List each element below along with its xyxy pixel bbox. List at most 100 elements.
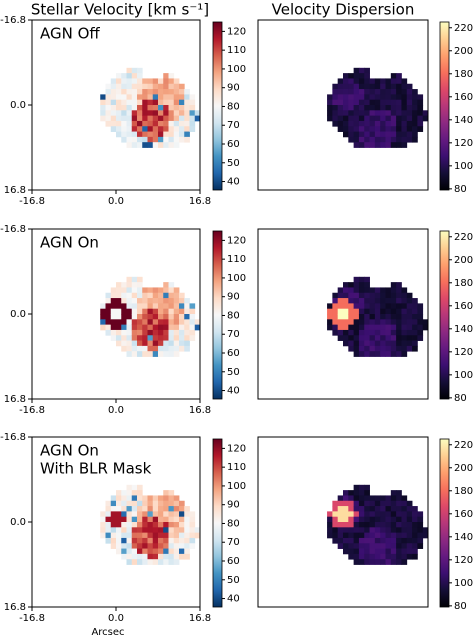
map-pixel <box>332 319 339 326</box>
map-pixel <box>406 500 413 507</box>
map-pixel <box>152 548 159 555</box>
map-pixel <box>184 511 190 518</box>
map-pixel <box>358 282 365 288</box>
map-pixel <box>401 559 408 565</box>
map-pixel <box>116 495 122 502</box>
map-pixel <box>126 298 133 304</box>
map-pixel <box>147 345 154 352</box>
map-pixel <box>369 495 376 502</box>
map-pixel <box>189 516 196 523</box>
map-pixel <box>158 99 164 106</box>
map-pixel <box>142 548 148 555</box>
map-pixel <box>385 335 392 341</box>
map-pixel <box>422 527 429 534</box>
annotation: AGN Off <box>40 25 100 43</box>
map-pixel <box>116 329 122 336</box>
colorbar-tick-label: 100 <box>227 273 246 284</box>
map-pixel <box>358 314 365 320</box>
map-pixel <box>179 303 185 310</box>
map-pixel <box>401 324 408 331</box>
map-pixel <box>163 548 169 555</box>
map-pixel <box>396 142 402 148</box>
map-pixel <box>189 303 196 310</box>
map-pixel <box>337 500 344 507</box>
map-pixel <box>380 340 386 347</box>
y-tick-label: 0.0 <box>10 100 26 111</box>
map-pixel <box>358 120 365 127</box>
map-pixel <box>353 282 360 288</box>
map-pixel <box>422 110 429 117</box>
map-pixel <box>126 537 133 544</box>
map-pixel <box>142 287 148 294</box>
map-pixel <box>173 99 180 106</box>
map-pixel <box>147 303 154 310</box>
map-pixel <box>412 314 418 320</box>
map-pixel <box>116 511 122 518</box>
map-pixel <box>406 511 413 518</box>
map-pixel <box>348 89 355 95</box>
map-pixel <box>158 335 164 341</box>
map-pixel <box>121 126 127 132</box>
map-pixel <box>417 537 424 544</box>
map-pixel <box>369 324 376 331</box>
map-pixel <box>337 516 344 523</box>
map-pixel <box>390 329 397 336</box>
map-pixel <box>390 543 397 549</box>
panel-title: Velocity Dispersion <box>272 1 415 19</box>
map-pixel <box>147 319 154 326</box>
map-pixel <box>152 335 159 341</box>
map-pixel <box>385 553 392 560</box>
map-pixel <box>417 335 424 341</box>
map-pixel <box>131 500 138 507</box>
map-pixel <box>396 131 402 138</box>
map-pixel <box>131 99 138 106</box>
map-pixel <box>401 506 408 512</box>
map-pixel <box>142 511 148 518</box>
map-pixel <box>332 506 339 512</box>
map-pixel <box>358 329 365 336</box>
map-pixel <box>374 298 381 304</box>
map-pixel <box>348 99 355 106</box>
map-pixel <box>353 490 360 496</box>
map-pixel <box>158 495 164 502</box>
colorbar-tick-label: 200 <box>454 255 473 266</box>
map-pixel <box>364 511 370 518</box>
map-pixel <box>142 89 148 95</box>
map-pixel <box>401 83 408 90</box>
colorbar-tick-label: 100 <box>227 481 246 492</box>
map-pixel <box>406 522 413 528</box>
map-pixel <box>353 559 360 565</box>
map-pixel <box>369 532 376 539</box>
map-pixel <box>374 548 381 555</box>
map-pixel <box>168 335 175 341</box>
map-pixel <box>332 511 339 518</box>
map-pixel <box>390 516 397 523</box>
map-pixel <box>131 292 138 299</box>
map-pixel <box>396 73 402 79</box>
map-pixel <box>189 120 196 127</box>
map-pixel <box>147 136 154 143</box>
map-pixel <box>348 516 355 523</box>
map-pixel <box>412 329 418 336</box>
map-pixel <box>385 292 392 299</box>
map-pixel <box>163 495 169 502</box>
map-pixel <box>137 559 143 565</box>
map-pixel <box>142 495 148 502</box>
map-pixel <box>121 553 127 560</box>
map-pixel <box>390 115 397 122</box>
map-pixel <box>179 292 185 299</box>
map-pixel <box>358 522 365 528</box>
map-pixel <box>348 548 355 555</box>
map-pixel <box>137 500 143 507</box>
map-pixel <box>364 308 370 315</box>
map-pixel <box>380 287 386 294</box>
map-pixel <box>385 532 392 539</box>
map-pixel <box>364 89 370 95</box>
map-pixel <box>158 516 164 523</box>
map-pixel <box>390 511 397 518</box>
map-pixel <box>401 303 408 310</box>
map-pixel <box>184 126 190 132</box>
map-pixel <box>168 83 175 90</box>
map-pixel <box>337 110 344 117</box>
